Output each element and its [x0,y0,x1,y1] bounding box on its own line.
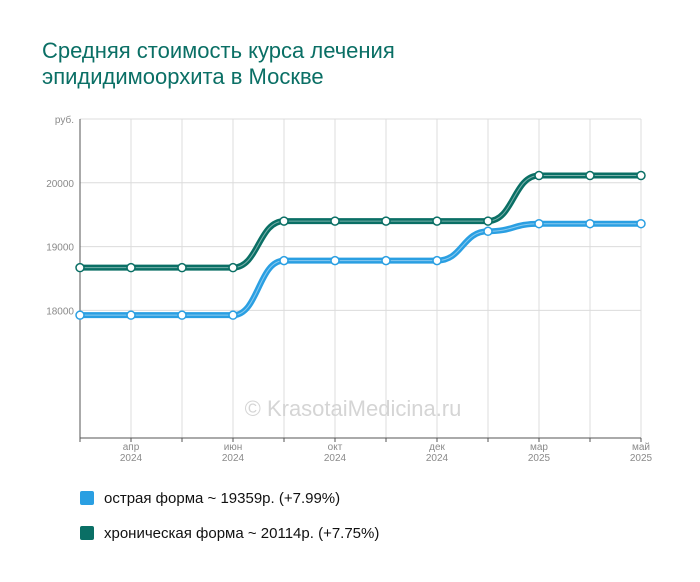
data-point-chronic [636,170,646,181]
data-point-chronic [381,216,391,226]
x-tick-label-month: апр [123,442,140,453]
y-tick-label: 19000 [46,243,74,254]
x-tick-label-month: июн [224,442,243,453]
legend-label-chronic: хроническая форма ~ 20114р. (+7.75%) [104,524,380,542]
y-unit-label: руб. [55,114,74,126]
data-point-acute [330,255,340,266]
data-point-chronic [177,262,187,273]
data-point-acute [75,310,85,320]
chart-title-line-2: эпидидимоорхита в Москве [42,64,324,89]
data-point-acute [381,255,391,266]
data-point-chronic [75,262,85,273]
watermark: © KrasotaiMedicina.ru [245,396,462,421]
legend-item-chronic[interactable]: хроническая форма ~ 20114р. (+7.75%) [80,523,379,543]
legend-swatch-chronic [80,526,94,540]
data-point-chronic [279,216,289,226]
data-point-acute [636,218,646,229]
data-point-chronic [585,170,595,181]
x-tick-label-year: 2024 [324,453,347,464]
data-point-acute [126,310,136,320]
y-tick-label: 18000 [46,306,74,317]
x-tick-label-year: 2024 [222,453,245,464]
x-tick-label-month: дек [429,442,445,453]
x-tick-label-month: май [632,442,650,453]
data-point-acute [585,218,595,229]
legend-label-acute: острая форма ~ 19359р. (+7.99%) [104,489,341,507]
data-point-acute [534,218,544,229]
data-point-acute [228,310,238,320]
x-tick-label-year: 2025 [528,453,551,464]
chart-title: Средняя стоимость курса лечения эпидидим… [42,38,642,90]
y-tick-label: 20000 [46,179,74,190]
data-point-acute [279,255,289,266]
x-tick-label-month: мар [530,442,548,453]
data-point-chronic [126,262,136,273]
legend-item-acute[interactable]: острая форма ~ 19359р. (+7.99%) [80,488,340,508]
x-tick-label-year: 2024 [426,453,449,464]
x-tick-label-month: окт [328,442,343,453]
data-point-acute [483,226,493,237]
legend-swatch-acute [80,491,94,505]
chart-title-line-1: Средняя стоимость курса лечения [42,38,395,63]
data-point-acute [432,255,442,266]
data-point-chronic [228,262,238,273]
x-tick-label-year: 2024 [120,453,143,464]
data-point-chronic [483,216,493,226]
x-tick-label-year: 2025 [630,453,653,464]
data-point-chronic [534,170,544,181]
data-point-acute [177,310,187,320]
data-point-chronic [432,216,442,226]
data-point-chronic [330,216,340,226]
